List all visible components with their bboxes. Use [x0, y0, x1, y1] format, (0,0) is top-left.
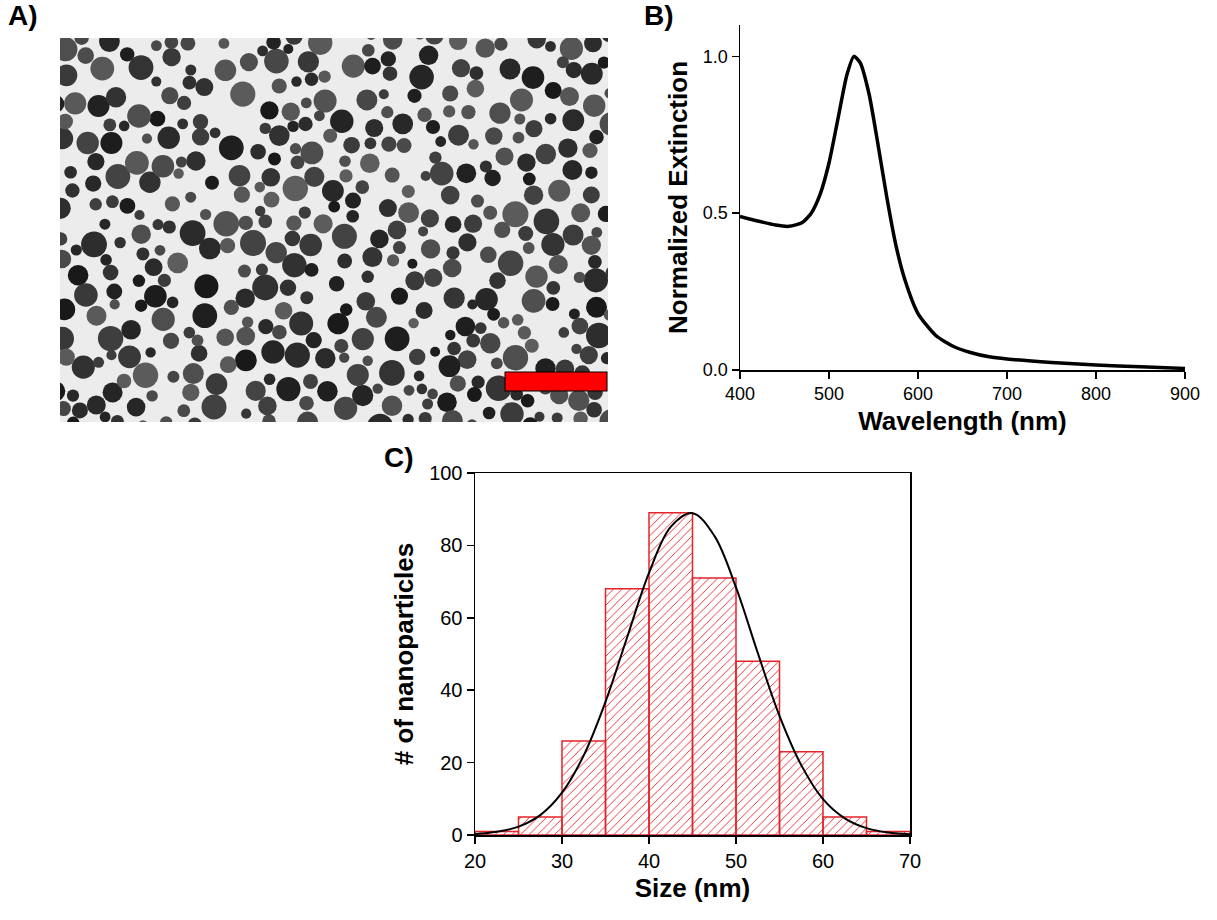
- svg-text:600: 600: [903, 384, 933, 404]
- html-text:A): A): [8, 0, 38, 31]
- svg-text:900: 900: [1170, 384, 1200, 404]
- svg-text:0.0: 0.0: [703, 360, 728, 380]
- svg-text:40: 40: [440, 679, 462, 701]
- svg-text:# of nanoparticles: # of nanoparticles: [389, 543, 419, 766]
- svg-text:80: 80: [440, 534, 462, 556]
- svg-text:800: 800: [1081, 384, 1111, 404]
- svg-text:Wavelength (nm): Wavelength (nm): [858, 406, 1066, 436]
- svg-text:500: 500: [814, 384, 844, 404]
- svg-text:400: 400: [725, 384, 755, 404]
- svg-text:Normalized Extinction: Normalized Extinction: [663, 61, 693, 334]
- svg-text:60: 60: [812, 850, 834, 872]
- svg-text:1.0: 1.0: [703, 47, 728, 67]
- svg-text:Size (nm): Size (nm): [635, 873, 751, 903]
- svg-text:70: 70: [899, 850, 921, 872]
- svg-text:40: 40: [638, 850, 660, 872]
- svg-text:30: 30: [551, 850, 573, 872]
- html-text:B): B): [644, 0, 674, 31]
- svg-text:100: 100: [429, 462, 462, 484]
- svg-text:0: 0: [451, 824, 462, 846]
- svg-text:0.5: 0.5: [703, 203, 728, 223]
- svg-text:50: 50: [725, 850, 747, 872]
- svg-text:700: 700: [992, 384, 1022, 404]
- svg-text:20: 20: [440, 752, 462, 774]
- svg-text:60: 60: [440, 607, 462, 629]
- html-text:C): C): [384, 442, 414, 473]
- svg-text:20: 20: [464, 850, 486, 872]
